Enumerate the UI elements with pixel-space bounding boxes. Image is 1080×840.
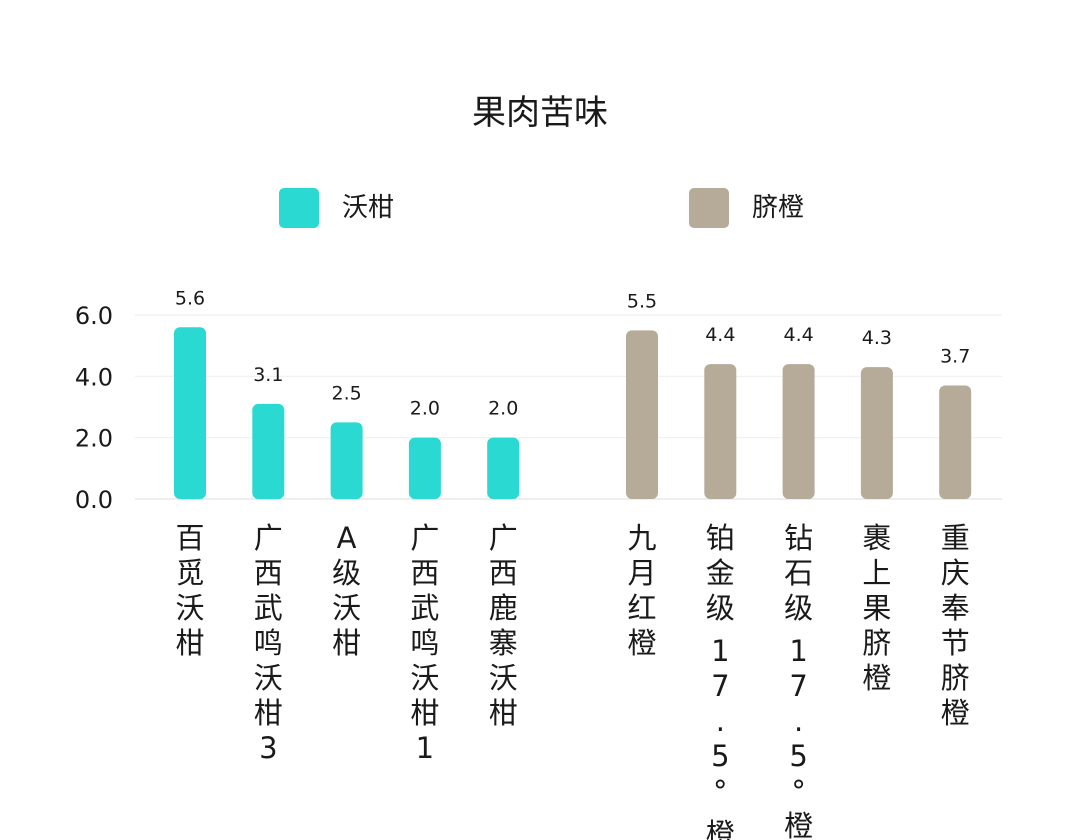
chart-title: 果肉苦味 — [472, 93, 608, 133]
category-label: 广西武鸣沃柑 1 — [410, 521, 439, 765]
bar — [408, 437, 441, 499]
bar — [330, 422, 363, 499]
data-label: 4.4 — [705, 324, 735, 346]
data-label: 5.6 — [175, 287, 205, 309]
category-label: A 级沃柑 — [332, 521, 361, 660]
legend: 沃柑 脐橙 — [279, 188, 804, 228]
category-label: 广西鹿寨沃柑 — [489, 521, 518, 730]
bar — [860, 367, 893, 499]
bar — [252, 403, 285, 499]
y-tick-label: 4.0 — [75, 363, 113, 391]
bar — [782, 364, 815, 499]
bar — [487, 437, 520, 499]
data-label: 3.1 — [253, 364, 283, 386]
bars — [174, 327, 972, 499]
bar — [174, 327, 206, 499]
y-tick-label: 2.0 — [75, 425, 113, 453]
category-label: 九月红橙 — [627, 521, 656, 660]
y-axis: 0.0 2.0 4.0 6.0 — [75, 302, 113, 514]
data-label: 4.3 — [862, 327, 892, 349]
data-label: 2.0 — [488, 398, 518, 420]
bar — [626, 330, 658, 499]
category-label: 裹上果脐橙 — [862, 521, 891, 695]
category-label: 钻石级 1 7. 5 °橙 — [784, 521, 813, 840]
category-label: 重庆奉节脐橙 — [941, 521, 970, 730]
y-tick-label: 6.0 — [75, 302, 113, 330]
legend-label-qicheng: 脐橙 — [752, 193, 804, 223]
category-label: 百觅沃柑 — [175, 521, 204, 660]
data-labels: 5.6 3.1 2.5 2.0 2.0 5.5 4.4 4.4 4.3 3.7 — [175, 287, 970, 419]
y-tick-label: 0.0 — [75, 486, 113, 514]
data-label: 5.5 — [627, 290, 657, 312]
category-label: 广西武鸣沃柑 3 — [254, 521, 283, 765]
data-label: 2.0 — [410, 398, 440, 420]
data-label: 3.7 — [940, 346, 970, 368]
data-label: 4.4 — [783, 324, 813, 346]
legend-swatch-wogan — [279, 188, 319, 228]
category-labels: 百觅沃柑 广西武鸣沃柑 3 A 级沃柑 广西武鸣沃柑 1 广西鹿寨沃柑 九月红橙 铂金级 1 7. 5 °… — [175, 521, 969, 840]
category-label: 铂金级 1 7. 5 °橙 — [706, 521, 735, 840]
data-label: 2.5 — [331, 382, 361, 404]
legend-swatch-qicheng — [689, 188, 729, 228]
legend-label-wogan: 沃柑 — [342, 193, 394, 223]
bar — [939, 385, 972, 499]
bar — [704, 364, 737, 499]
